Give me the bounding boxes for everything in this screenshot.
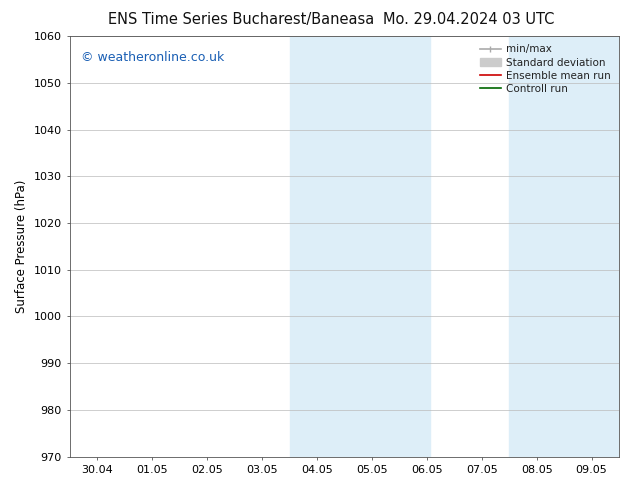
Text: © weatheronline.co.uk: © weatheronline.co.uk (81, 51, 224, 64)
Text: Mo. 29.04.2024 03 UTC: Mo. 29.04.2024 03 UTC (384, 12, 555, 27)
Bar (290, 36, 375, 457)
Bar (369, 36, 430, 457)
Text: ENS Time Series Bucharest/Baneasa: ENS Time Series Bucharest/Baneasa (108, 12, 374, 27)
Bar (509, 36, 619, 457)
Y-axis label: Surface Pressure (hPa): Surface Pressure (hPa) (15, 180, 28, 313)
Legend: min/max, Standard deviation, Ensemble mean run, Controll run: min/max, Standard deviation, Ensemble me… (476, 40, 615, 98)
